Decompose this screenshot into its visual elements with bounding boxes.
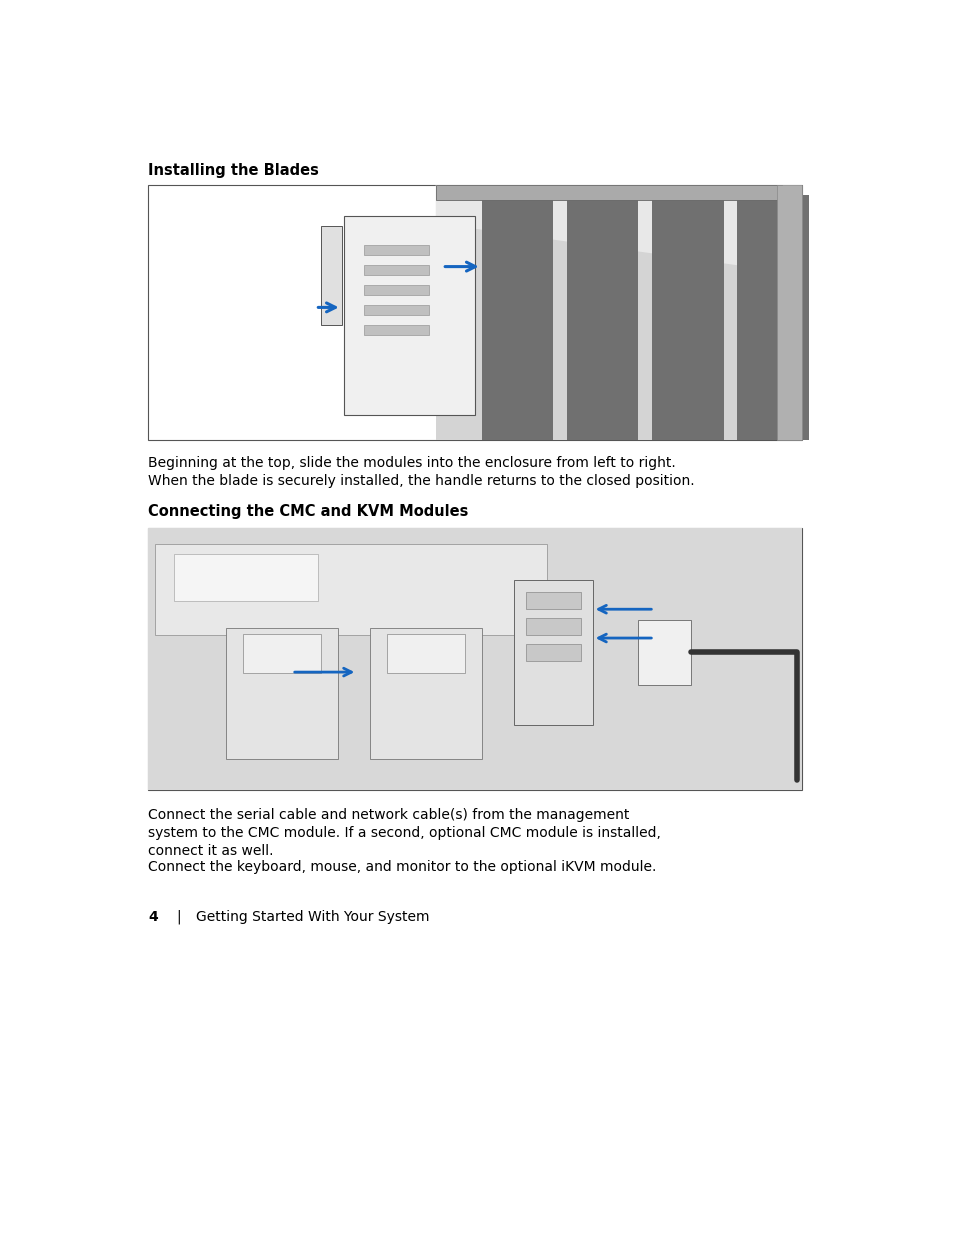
Bar	[638, 620, 690, 685]
Bar	[363, 325, 429, 335]
Bar	[363, 246, 429, 256]
Bar	[148, 185, 801, 440]
Bar	[651, 195, 722, 440]
Polygon shape	[436, 185, 781, 200]
Polygon shape	[436, 185, 801, 274]
Bar	[525, 618, 580, 635]
Text: Connecting the CMC and KVM Modules: Connecting the CMC and KVM Modules	[148, 504, 468, 519]
Bar	[226, 627, 337, 758]
Bar	[776, 185, 801, 440]
Text: |: |	[175, 910, 180, 925]
Text: connect it as well.: connect it as well.	[148, 844, 274, 858]
Bar	[566, 195, 638, 440]
Bar	[344, 216, 475, 415]
Text: Beginning at the top, slide the modules into the enclosure from left to right.: Beginning at the top, slide the modules …	[148, 456, 675, 471]
Bar	[363, 285, 429, 295]
Bar	[525, 592, 580, 609]
Bar	[148, 529, 801, 790]
Text: system to the CMC module. If a second, optional CMC module is installed,: system to the CMC module. If a second, o…	[148, 826, 660, 840]
Text: Connect the serial cable and network cable(s) from the management: Connect the serial cable and network cab…	[148, 808, 629, 823]
Bar	[370, 627, 481, 758]
Bar	[514, 580, 592, 725]
Bar	[436, 185, 801, 440]
Text: Installing the Blades: Installing the Blades	[148, 163, 318, 178]
Bar	[154, 543, 546, 636]
Text: When the blade is securely installed, the handle returns to the closed position.: When the blade is securely installed, th…	[148, 474, 694, 488]
Bar	[525, 643, 580, 661]
Bar	[481, 195, 553, 440]
Bar	[363, 266, 429, 275]
Bar	[736, 195, 808, 440]
Text: Getting Started With Your System: Getting Started With Your System	[195, 910, 429, 924]
Text: Connect the keyboard, mouse, and monitor to the optional iKVM module.: Connect the keyboard, mouse, and monitor…	[148, 860, 656, 874]
Text: 4: 4	[148, 910, 157, 924]
Bar	[174, 555, 317, 601]
Bar	[243, 634, 320, 673]
Bar	[363, 305, 429, 315]
Bar	[387, 634, 464, 673]
Bar	[148, 529, 801, 790]
Bar	[320, 226, 341, 325]
